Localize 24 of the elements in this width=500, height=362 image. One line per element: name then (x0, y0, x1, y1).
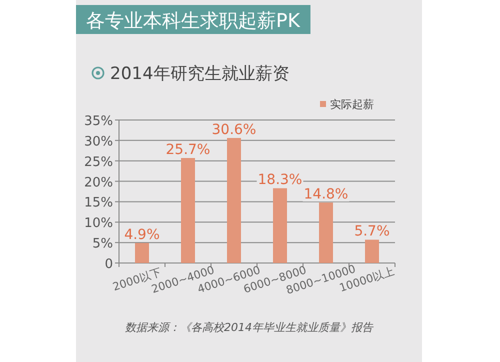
data-label: 30.6% (212, 122, 256, 138)
data-label: 14.8% (304, 186, 348, 203)
y-tick-label: 5% (92, 236, 113, 252)
y-tick-label: 10% (84, 216, 113, 232)
bar (135, 242, 149, 263)
y-tick-label: 20% (84, 175, 113, 190)
chart-title: 各专业本科生求职起薪PK (86, 10, 300, 32)
y-tick-label: 0 (104, 257, 113, 272)
bar (319, 202, 333, 263)
y-tick-label: 15% (84, 196, 113, 211)
data-label: 18.3% (258, 172, 302, 188)
data-label: 4.9% (124, 226, 160, 243)
bar (273, 188, 287, 263)
data-label: 5.7% (354, 224, 390, 240)
bar (227, 138, 241, 263)
data-label: 25.7% (166, 142, 210, 158)
bar (181, 158, 195, 263)
bar (365, 240, 379, 263)
y-tick-label: 30% (84, 134, 113, 150)
y-tick-label: 35% (84, 114, 113, 129)
chart-subtitle: 2014年研究生就业薪资 (110, 64, 290, 84)
legend-label: 实际起薪 (330, 98, 374, 111)
y-tick-label: 25% (84, 154, 113, 170)
source-note: 数据来源：《各高校2014年毕业生就业质量》报告 (125, 321, 374, 334)
